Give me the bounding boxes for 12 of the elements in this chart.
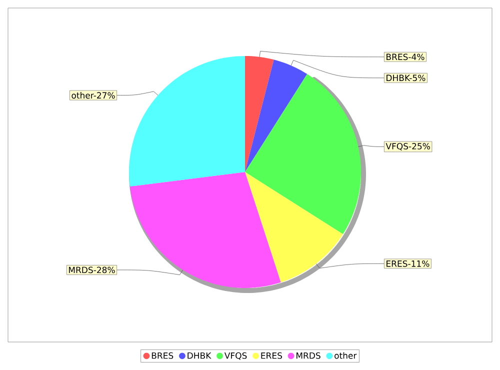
legend-label: ERES — [261, 352, 282, 359]
data-label: BRES-4% — [386, 54, 424, 60]
data-label: DHBK-5% — [386, 74, 426, 82]
legend-label: MRDS — [296, 352, 320, 359]
legend-label: VFQS — [224, 352, 247, 360]
legend-label: BRES — [152, 352, 174, 359]
data-label: ERES-11% — [386, 260, 430, 267]
data-label: VFQS-25% — [386, 143, 430, 150]
legend-label: DHBK — [188, 352, 212, 359]
data-label: MRDS-28% — [68, 266, 115, 274]
data-label: other-27% — [72, 92, 115, 99]
legend-label: other — [334, 352, 357, 359]
